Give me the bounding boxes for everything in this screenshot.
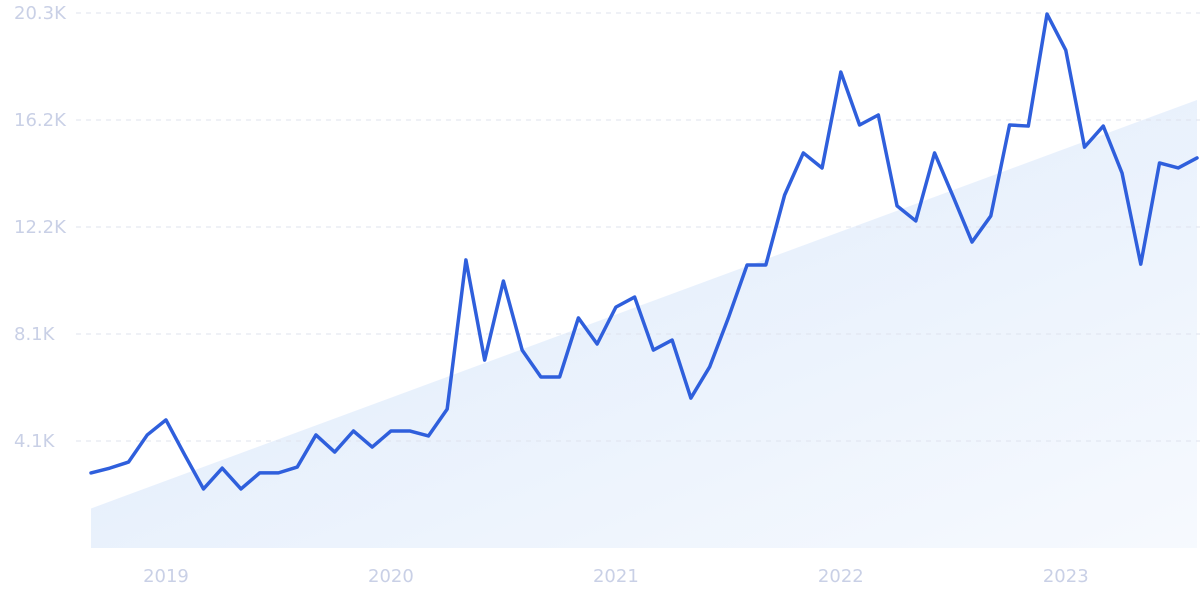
x-tick-label: 2021	[593, 566, 639, 587]
y-tick-label: 4.1K	[14, 431, 56, 452]
y-tick-label: 12.2K	[14, 217, 67, 238]
y-tick-label: 20.3K	[14, 3, 67, 24]
x-tick-label: 2022	[818, 566, 864, 587]
x-tick-label: 2023	[1043, 566, 1089, 587]
line	[89, 12, 1199, 491]
y-tick-label: 16.2K	[14, 110, 67, 131]
x-tick-label: 2019	[143, 566, 189, 587]
x-tick-label: 2020	[368, 566, 414, 587]
y-tick-label: 8.1K	[14, 324, 56, 345]
